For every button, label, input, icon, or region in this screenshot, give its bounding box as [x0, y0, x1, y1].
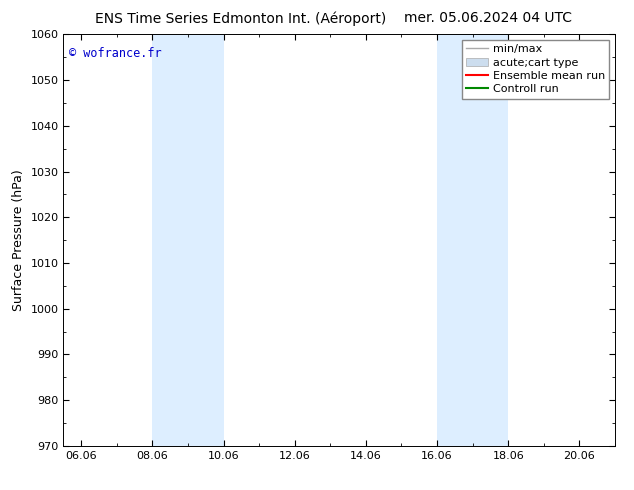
Legend: min/max, acute;cart type, Ensemble mean run, Controll run: min/max, acute;cart type, Ensemble mean …: [462, 40, 609, 99]
Y-axis label: Surface Pressure (hPa): Surface Pressure (hPa): [12, 169, 25, 311]
Bar: [152, 34, 224, 446]
Text: mer. 05.06.2024 04 UTC: mer. 05.06.2024 04 UTC: [404, 11, 572, 25]
Text: © wofrance.fr: © wofrance.fr: [69, 47, 162, 60]
Bar: [437, 34, 508, 446]
Text: ENS Time Series Edmonton Int. (Aéroport): ENS Time Series Edmonton Int. (Aéroport): [95, 11, 387, 26]
